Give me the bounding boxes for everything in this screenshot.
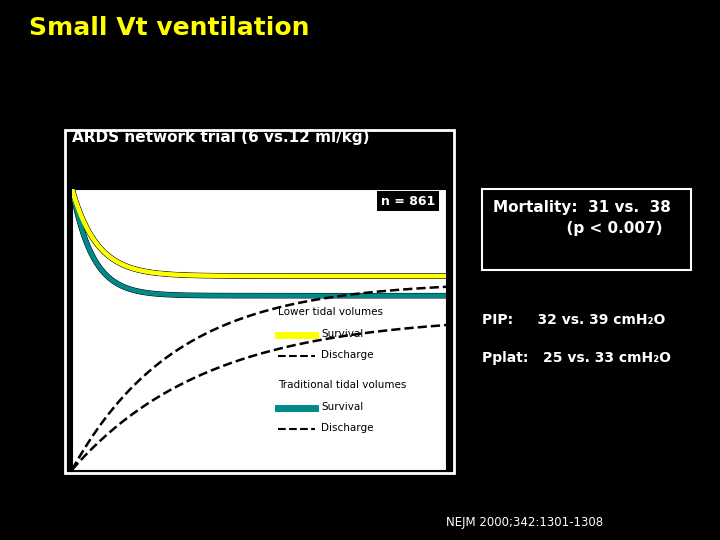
X-axis label: Days after Randomization: Days after Randomization [178,495,341,508]
Text: Traditional tidal volumes: Traditional tidal volumes [278,380,406,390]
Text: Mortality:  31 vs.  38
              (p < 0.007): Mortality: 31 vs. 38 (p < 0.007) [493,200,671,236]
Text: ARDS network trial (6 vs.12 ml/kg): ARDS network trial (6 vs.12 ml/kg) [72,130,369,145]
Text: PIP:     32 vs. 39 cmH₂O: PIP: 32 vs. 39 cmH₂O [482,313,666,327]
Text: n = 861: n = 861 [381,194,435,207]
Text: Small Vt ventilation: Small Vt ventilation [29,16,310,40]
Text: Lower tidal volumes: Lower tidal volumes [278,307,383,317]
Text: Discharge: Discharge [321,350,374,360]
Text: Discharge: Discharge [321,423,374,433]
Text: NEJM 2000;342:1301-1308: NEJM 2000;342:1301-1308 [446,516,603,529]
Text: Survival: Survival [321,402,363,411]
Text: Pplat:   25 vs. 33 cmH₂O: Pplat: 25 vs. 33 cmH₂O [482,351,672,365]
Text: Survival: Survival [321,329,363,339]
Y-axis label: Proportion of Patients: Proportion of Patients [26,262,39,397]
